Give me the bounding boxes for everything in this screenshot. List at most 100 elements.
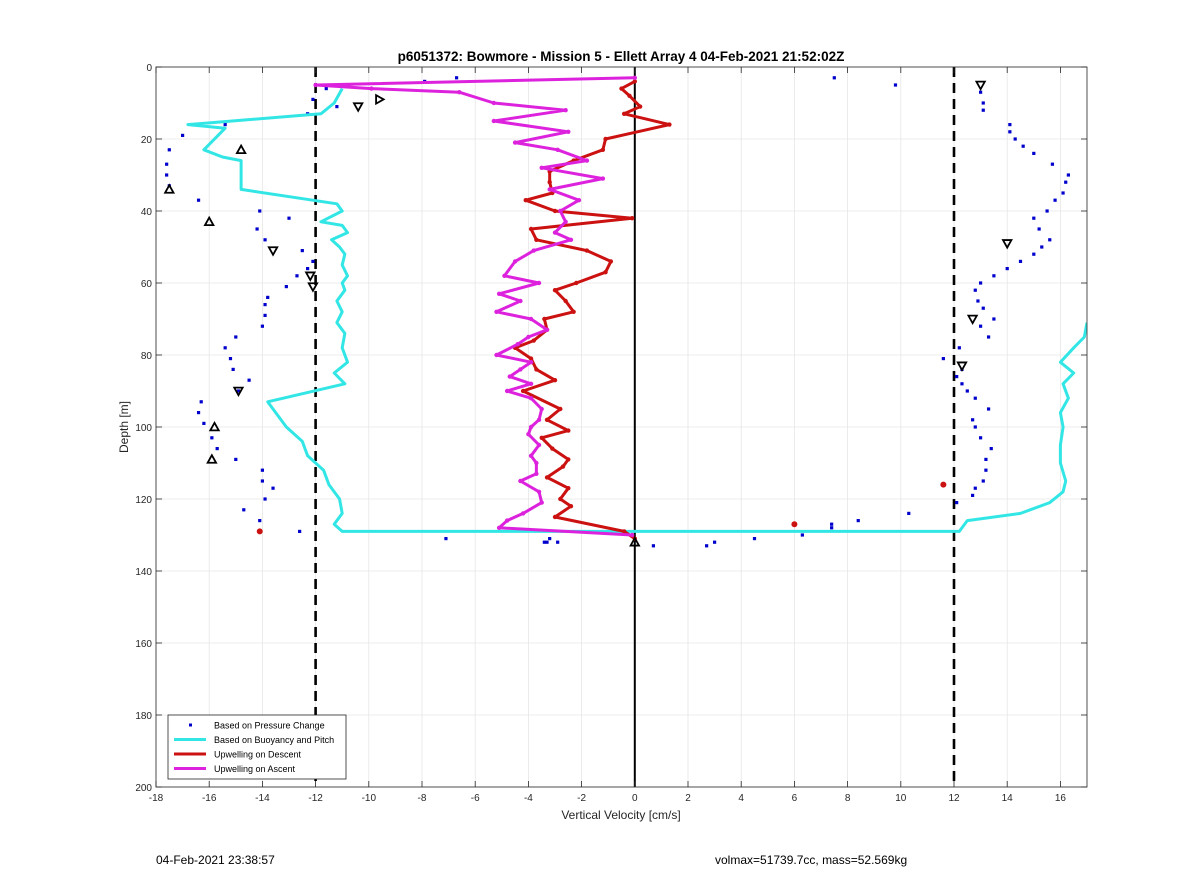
x-tick-label: 0 <box>632 793 638 804</box>
data-point <box>528 381 534 386</box>
data-point <box>545 540 549 544</box>
data-point <box>986 407 991 411</box>
data-point <box>502 273 507 278</box>
triangle-marker <box>966 314 979 326</box>
data-point <box>528 360 534 365</box>
data-point <box>563 219 568 224</box>
x-tick-label: 16 <box>1055 793 1067 804</box>
data-point <box>454 76 459 80</box>
reference-lines <box>314 67 956 787</box>
data-point <box>313 82 318 88</box>
footer-summary: volmax=51739.7cc, mass=52.569kg <box>715 853 908 867</box>
y-tick-label: 140 <box>135 567 152 578</box>
data-point <box>981 479 985 483</box>
x-tick-labels: -18 -16 -14 -12 -10 -8 -6 -4 -2 0 2 4 6 8 10 12 14 16 <box>149 67 1067 804</box>
data-point <box>973 288 977 292</box>
legend-swatch <box>189 723 192 727</box>
data-point <box>548 537 552 541</box>
data-point <box>534 367 539 372</box>
data-point <box>965 389 969 393</box>
data-point <box>1061 191 1065 195</box>
data-point <box>971 418 975 422</box>
data-point <box>536 417 542 422</box>
data-point <box>335 105 339 109</box>
data-point <box>512 259 518 264</box>
data-point <box>984 457 988 461</box>
data-point <box>547 180 552 185</box>
data-point <box>266 295 270 299</box>
data-point <box>555 147 560 152</box>
data-point <box>496 291 502 296</box>
x-tick-label: -10 <box>362 793 377 804</box>
data-point <box>979 324 983 328</box>
y-tick-label: 60 <box>141 279 153 290</box>
series-based-on-buoyancy-and-pitch <box>186 87 1087 533</box>
triangle-marker <box>307 282 319 293</box>
data-point <box>544 475 550 480</box>
data-point <box>973 425 977 429</box>
data-point <box>271 486 275 490</box>
data-point <box>979 90 983 94</box>
x-tick-label: -12 <box>308 793 323 804</box>
x-tick-label: 12 <box>948 793 960 804</box>
data-point <box>255 227 259 231</box>
data-point <box>992 274 996 278</box>
legend-label: Upwelling on Descent <box>214 750 302 760</box>
data-point <box>165 173 169 177</box>
series-upwelling-on-ascent <box>313 75 637 538</box>
data-point <box>979 281 983 285</box>
data-point <box>1032 216 1036 220</box>
data-point <box>457 90 462 95</box>
data-point <box>247 378 251 382</box>
data-point <box>600 147 606 152</box>
data-point <box>603 136 608 142</box>
data-point <box>526 432 531 437</box>
data-point <box>234 457 238 461</box>
triangle-marker <box>267 246 279 257</box>
data-point <box>539 500 544 505</box>
data-point <box>556 540 560 544</box>
data-point <box>202 421 206 425</box>
data-point <box>552 208 558 214</box>
data-series <box>163 75 1087 548</box>
red-dot-marker <box>791 521 798 528</box>
data-point <box>600 176 606 181</box>
data-point <box>566 428 571 433</box>
data-point <box>1032 151 1036 155</box>
data-point <box>311 259 315 263</box>
data-point <box>1021 144 1025 148</box>
series-triangle-up <box>163 143 641 547</box>
data-point <box>491 118 497 124</box>
data-point <box>263 313 267 317</box>
data-point <box>504 388 510 394</box>
data-point <box>629 216 635 221</box>
data-point <box>491 100 497 106</box>
x-tick-label: 8 <box>845 793 851 804</box>
data-point <box>231 367 235 371</box>
x-tick-label: 4 <box>738 793 744 804</box>
data-point <box>496 525 502 530</box>
x-tick-label: -6 <box>471 793 480 804</box>
data-point <box>258 209 262 213</box>
triangle-marker <box>163 183 176 194</box>
data-point <box>242 508 246 512</box>
y-tick-labels: 0 20 40 60 80 100 120 140 160 180 200 <box>135 63 1087 794</box>
x-tick-label: -8 <box>418 793 427 804</box>
series-triangle-right <box>375 93 386 106</box>
data-point <box>568 237 574 242</box>
data-point <box>986 335 991 339</box>
data-point <box>1008 123 1012 127</box>
data-point <box>298 529 302 533</box>
data-point <box>223 123 227 127</box>
data-point <box>566 129 571 134</box>
red-dot-marker <box>256 528 263 535</box>
data-point <box>165 162 169 166</box>
x-tick-label: -4 <box>524 793 533 804</box>
y-tick-label: 180 <box>135 711 152 722</box>
data-point <box>547 187 552 192</box>
data-point <box>830 526 834 530</box>
data-point <box>284 285 288 289</box>
triangle-marker <box>629 536 641 547</box>
data-point <box>528 316 534 322</box>
data-point <box>576 198 582 203</box>
